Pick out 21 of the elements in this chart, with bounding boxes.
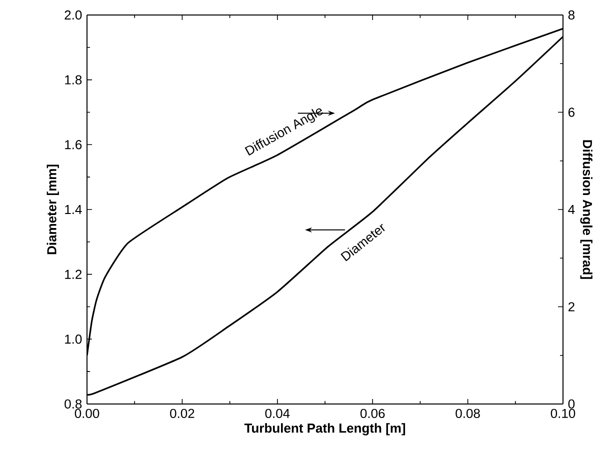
- y2-tick-label: 0: [568, 399, 575, 409]
- y2-tick-label: 6: [568, 108, 574, 117]
- y-tick-label: 0.8: [64, 399, 82, 409]
- y2-tick-label: 2: [568, 302, 574, 312]
- y-tick-label: 2.0: [64, 10, 82, 20]
- x-tick-label: 0.08: [456, 408, 480, 418]
- y-tick-label: 1.8: [65, 75, 82, 84]
- y-tick-label: 1.4: [65, 205, 82, 214]
- y2-tick-label: 8: [568, 10, 574, 20]
- x-tick-label: 0.04: [265, 408, 290, 418]
- x-tick-label: 0.02: [170, 408, 194, 418]
- y2-axis-title: Diffusion Angle [mrad]: [580, 140, 592, 279]
- x-tick-label: 0.00: [74, 408, 100, 418]
- y-tick-label: 1.6: [65, 140, 82, 150]
- x-tick-label: 0.06: [360, 408, 385, 418]
- y-tick-label: 1.2: [65, 270, 82, 279]
- y-axis-title: Diameter [mm]: [46, 164, 59, 254]
- x-tick-label: 0.10: [550, 408, 576, 418]
- x-axis-title: Turbulent Path Length [m]: [244, 423, 406, 436]
- y-tick-label: 1.0: [65, 334, 82, 344]
- y2-tick-label: 4: [568, 205, 575, 214]
